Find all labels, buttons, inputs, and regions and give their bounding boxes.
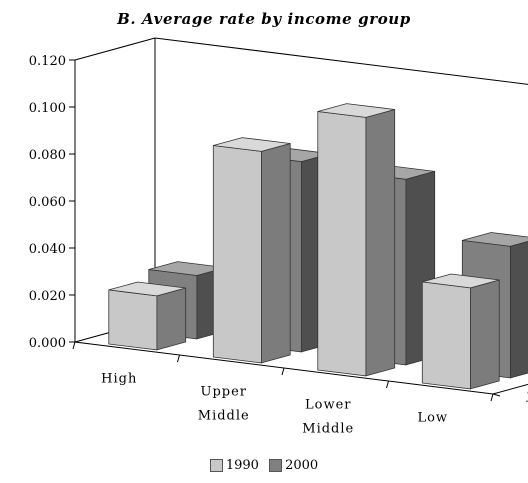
depth-tick-label: 1990: [525, 390, 528, 406]
bar-1990-upper-middle: [212, 137, 291, 364]
x-tick-mark: [490, 393, 494, 402]
x-tick-mark: [386, 380, 389, 389]
x-tick-mark: [72, 341, 76, 350]
bar-side-face: [365, 108, 396, 377]
legend-label-2000: 2000: [285, 458, 319, 473]
x-tick-label: Low: [417, 411, 448, 426]
bar-front-face: [212, 145, 262, 364]
legend-item-2000: 2000: [269, 458, 318, 473]
y-tick-label: 0.000: [29, 336, 66, 351]
bar-top-face: [213, 137, 291, 152]
bar-front-face: [108, 289, 158, 351]
x-tick-label: Middle: [198, 409, 250, 424]
bar-side-face: [260, 142, 291, 364]
bar-1990-lower-middle: [317, 103, 396, 377]
bar-side-face: [156, 287, 187, 351]
y-tick-label: 0.100: [29, 101, 66, 116]
bar-1990-high: [108, 281, 187, 351]
y-tick-label: 0.120: [29, 54, 66, 69]
chart-title: B. Average rate by income group: [117, 10, 411, 28]
bar-top-face: [108, 281, 186, 297]
depth-tick-mark: [492, 393, 501, 397]
bar-side-face: [509, 241, 528, 379]
y-tick-label: 0.060: [29, 195, 66, 210]
x-tick-mark: [281, 367, 285, 376]
y-tick-label: 0.020: [29, 289, 66, 304]
y-tick-label: 0.080: [29, 148, 66, 163]
back-wall-outline: [74, 37, 528, 85]
legend-label-1990: 1990: [225, 458, 259, 473]
legend: 1990 2000: [0, 458, 528, 476]
bar-front-face: [421, 281, 471, 390]
bar-1990-low: [421, 273, 500, 390]
bar-top-face: [317, 103, 395, 118]
legend-swatch-1990: [209, 459, 223, 472]
bar-side-face: [469, 279, 500, 390]
x-tick-label: Upper: [200, 385, 247, 400]
y-tick-label: 0.040: [29, 242, 66, 257]
x-tick-label: Middle: [302, 422, 354, 437]
legend-swatch-2000: [269, 459, 283, 472]
bar-front-face: [317, 111, 367, 377]
bar-top-face: [462, 232, 528, 247]
bar-top-face: [422, 273, 500, 289]
x-tick-mark: [177, 354, 180, 363]
legend-item-1990: 1990: [209, 458, 259, 473]
x-tick-label: Lower: [305, 398, 352, 413]
x-tick-label: High: [101, 372, 137, 387]
